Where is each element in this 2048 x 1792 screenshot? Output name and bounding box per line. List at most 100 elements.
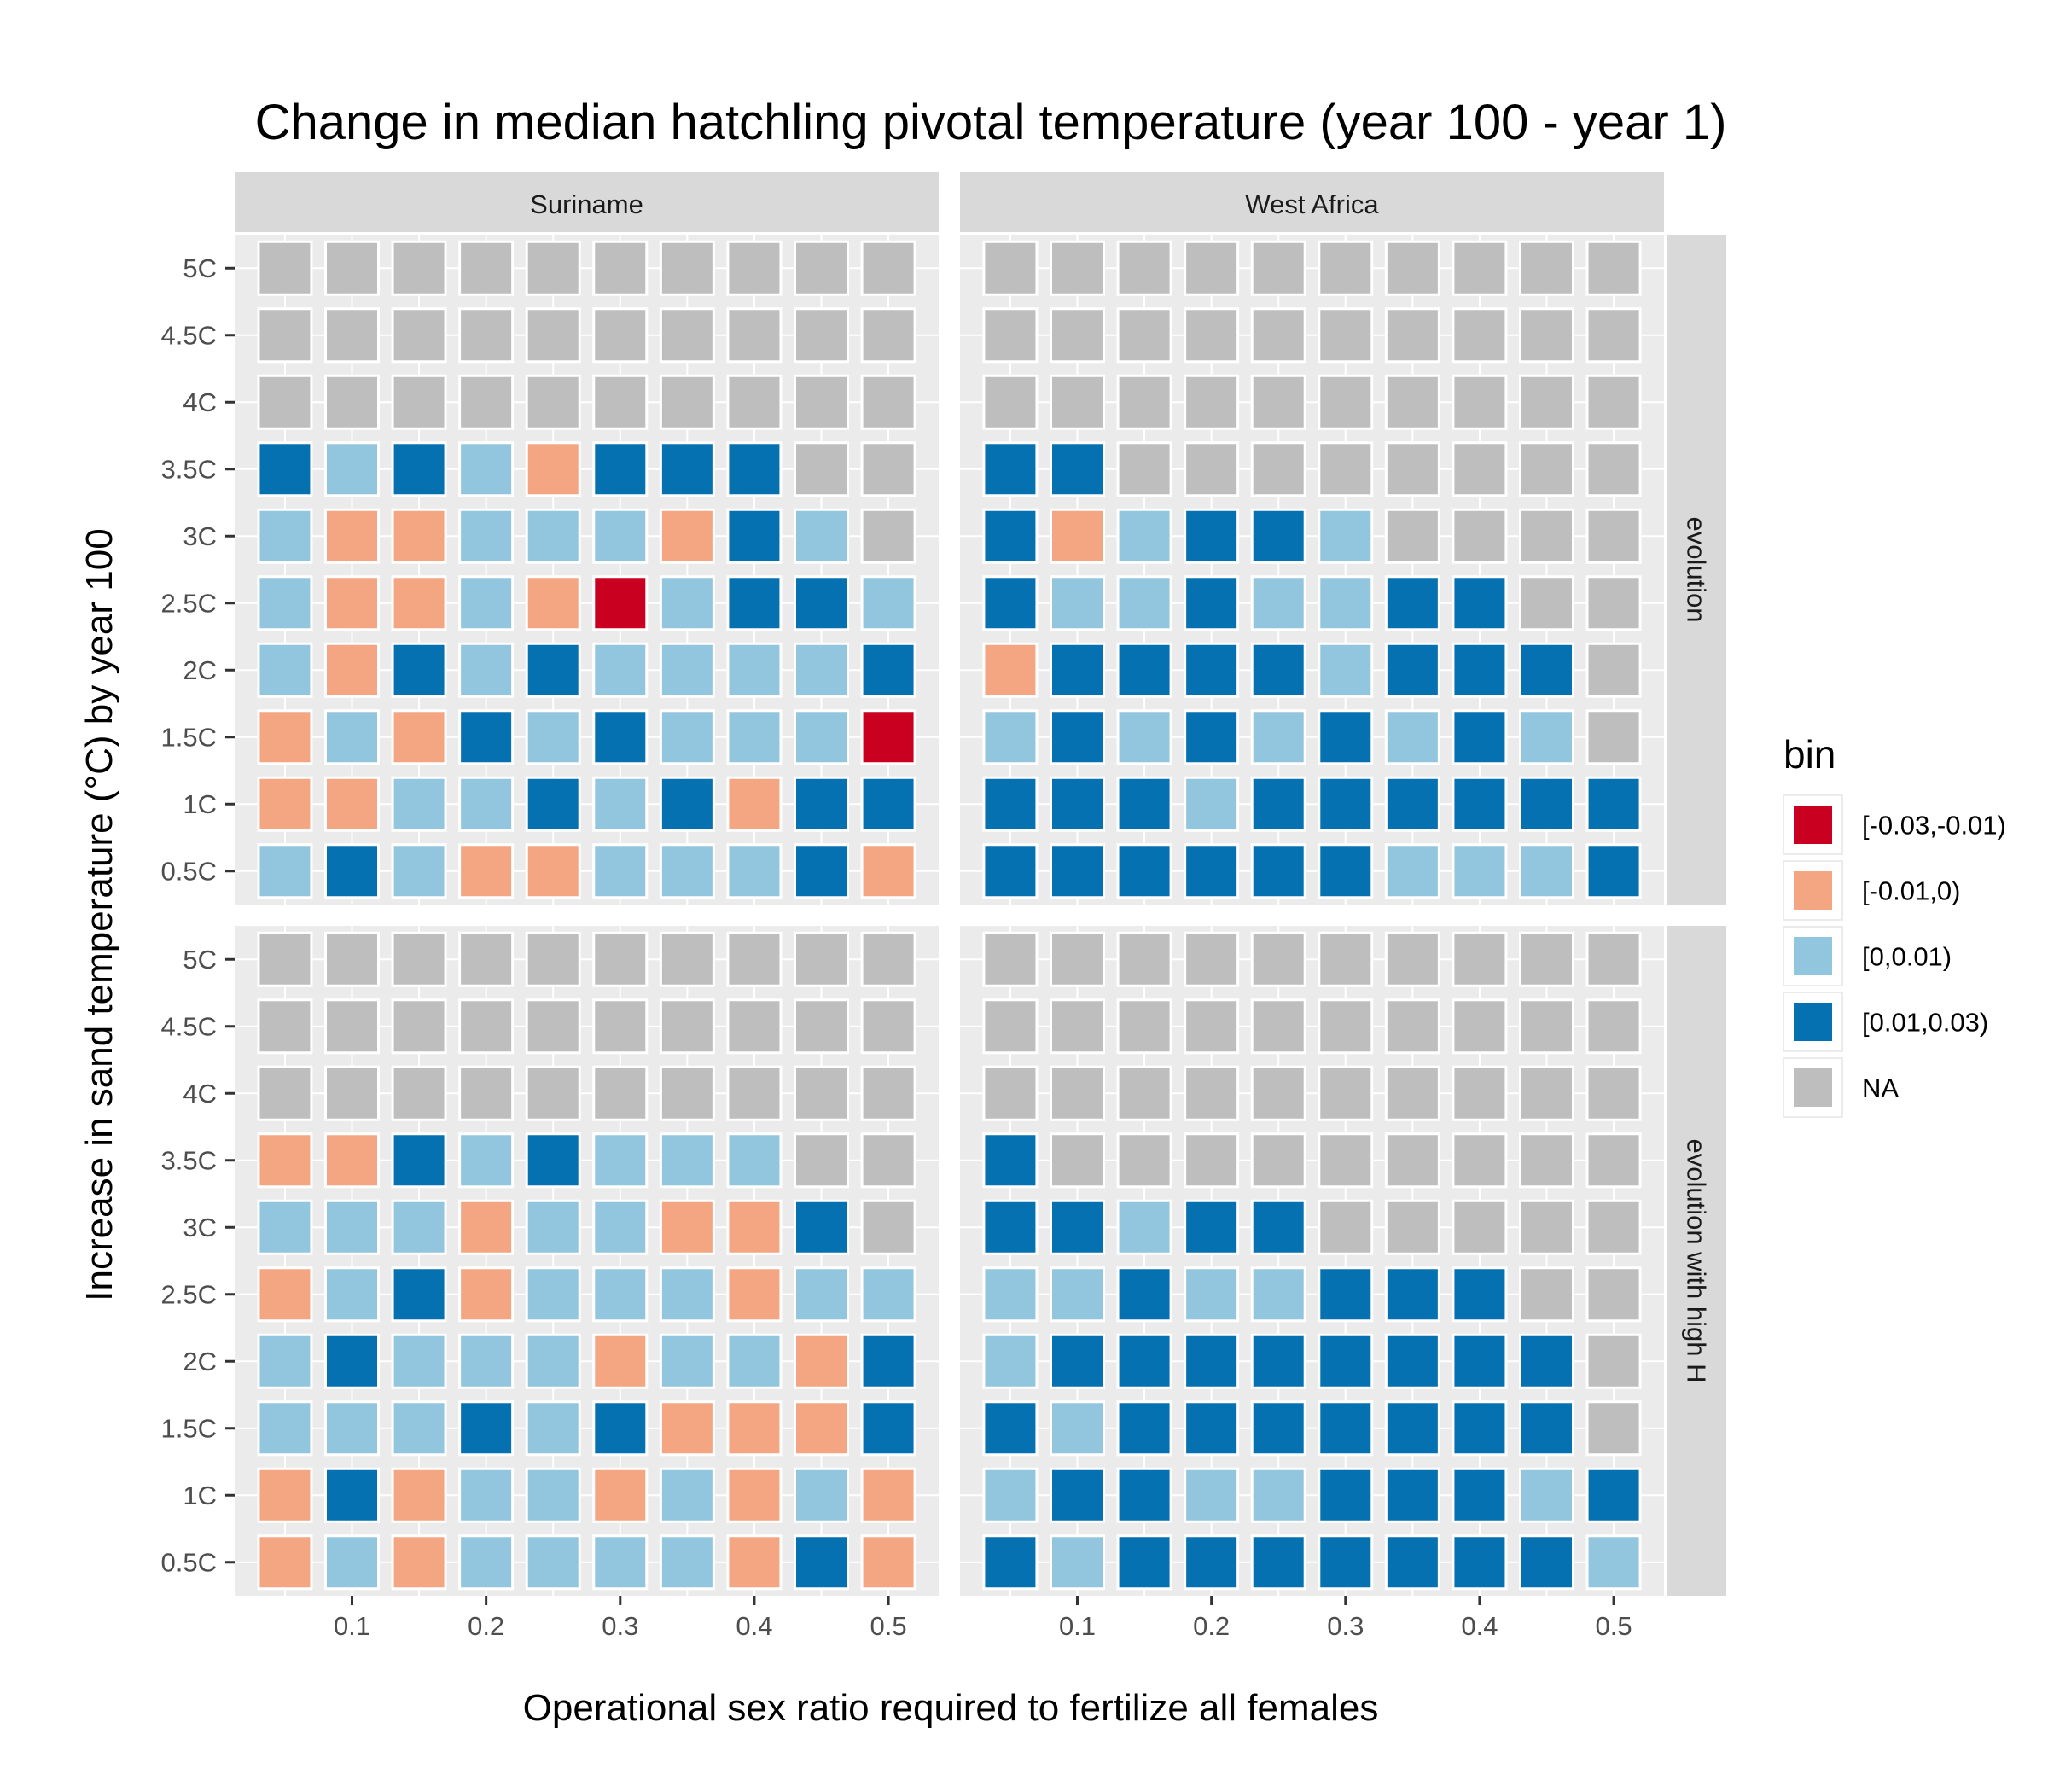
heatmap-tile <box>794 441 849 497</box>
heatmap-tile <box>1384 1534 1440 1591</box>
heatmap-tile <box>1585 1534 1642 1591</box>
heatmap-tile <box>794 1132 849 1189</box>
heatmap-tile <box>860 1199 916 1255</box>
heatmap-tile <box>659 240 715 296</box>
heatmap-tile <box>391 1266 447 1323</box>
heatmap-tile <box>1116 998 1172 1055</box>
heatmap-tile <box>592 1266 649 1323</box>
heatmap-tile <box>1318 374 1374 430</box>
heatmap-tile <box>1050 1400 1105 1457</box>
heatmap-tile <box>726 1132 783 1189</box>
heatmap-tile <box>1318 1534 1374 1591</box>
heatmap-tile <box>860 240 916 296</box>
heatmap-tile <box>1585 1266 1642 1323</box>
heatmap-tile <box>1384 709 1440 765</box>
heatmap-tile <box>726 1065 783 1121</box>
heatmap-tile <box>391 843 447 899</box>
heatmap-tile <box>982 776 1039 832</box>
heatmap-tile <box>726 508 783 564</box>
panel-suriname-evolution <box>235 235 939 905</box>
heatmap-tile <box>1318 843 1374 899</box>
legend-swatch <box>1794 1068 1832 1107</box>
legend-item-n: NA <box>1783 1057 1899 1118</box>
heatmap-tile <box>1384 374 1440 430</box>
strip-west-africa: West Africa <box>960 172 1664 232</box>
heatmap-tile <box>1184 240 1240 296</box>
heatmap-tile <box>982 1199 1039 1255</box>
x-tick-label: 0.1 <box>334 1611 370 1641</box>
heatmap-tile <box>1384 1065 1440 1121</box>
heatmap-tile <box>726 709 783 765</box>
x-tick-label: 0.2 <box>468 1611 504 1641</box>
heatmap-tile <box>1585 931 1642 987</box>
heatmap-tile <box>794 843 849 899</box>
heatmap-tile <box>1585 1400 1642 1457</box>
heatmap-tile <box>257 642 313 698</box>
heatmap-tile <box>592 1065 649 1121</box>
heatmap-tile <box>1585 843 1642 899</box>
heatmap-tile <box>860 508 916 564</box>
heatmap-tile <box>982 374 1039 430</box>
heatmap-tile <box>1116 508 1172 564</box>
heatmap-tile <box>726 441 783 497</box>
heatmap-tile <box>982 709 1039 765</box>
heatmap-tile <box>1384 843 1440 899</box>
heatmap-tile <box>860 1266 916 1323</box>
heatmap-tile <box>391 709 447 765</box>
heatmap-tile <box>860 1065 916 1121</box>
heatmap-tile <box>458 776 515 832</box>
heatmap-tile <box>726 374 783 430</box>
heatmap-tile <box>794 1534 849 1591</box>
heatmap-tile <box>1184 1400 1240 1457</box>
chart-title: Change in median hatchling pivotal tempe… <box>255 95 1727 150</box>
heatmap-tile <box>1250 1266 1306 1323</box>
heatmap-tile <box>860 1400 916 1457</box>
heatmap-tile <box>1250 1467 1306 1523</box>
heatmap-tile <box>458 441 515 497</box>
heatmap-tile <box>1050 709 1105 765</box>
heatmap-tile <box>726 575 783 631</box>
heatmap-tile <box>458 709 515 765</box>
strip-background <box>960 172 1664 232</box>
heatmap-tile <box>1384 1199 1440 1255</box>
heatmap-tile <box>1384 1467 1440 1523</box>
heatmap-tile <box>794 998 849 1055</box>
heatmap-tile <box>1318 931 1374 987</box>
heatmap-tile <box>525 843 581 899</box>
heatmap-tile <box>257 1333 313 1389</box>
heatmap-tile <box>391 1400 447 1457</box>
heatmap-tile <box>1116 931 1172 987</box>
heatmap-tile <box>1519 1065 1574 1121</box>
legend-swatch <box>1794 1003 1832 1041</box>
heatmap-tile <box>1250 998 1306 1055</box>
y-tick-label: 3C <box>183 1213 217 1242</box>
heatmap-tile <box>1250 776 1306 832</box>
panel-west-africa-evolution-with-high-h <box>960 926 1664 1596</box>
legend-label: [0.01,0.03) <box>1862 1008 1988 1038</box>
heatmap-tile <box>794 1400 849 1457</box>
heatmap-tile <box>1519 931 1574 987</box>
heatmap-tile <box>1384 998 1440 1055</box>
heatmap-tile <box>1250 1065 1306 1121</box>
heatmap-tile <box>525 575 581 631</box>
heatmap-tile <box>458 642 515 698</box>
heatmap-tile <box>525 1534 581 1591</box>
heatmap-tile <box>1519 1266 1574 1323</box>
heatmap-tile <box>257 1534 313 1591</box>
axes: 0.5C 1C 1.5C 2C 2.5C 3C 3.5C 4C 4.5C 5C 0.5C 1C 1.5C… <box>161 253 1632 1641</box>
heatmap-tile <box>592 307 649 364</box>
heatmap-tile <box>324 709 380 765</box>
heatmap-tile <box>659 1534 715 1591</box>
heatmap-tile <box>1050 998 1105 1055</box>
heatmap-tile <box>1184 1467 1240 1523</box>
heatmap-tile <box>1452 1467 1508 1523</box>
heatmap-tile <box>1116 1333 1172 1389</box>
heatmap-tile <box>458 1132 515 1189</box>
heatmap-tile <box>592 709 649 765</box>
heatmap-tile <box>391 1132 447 1189</box>
heatmap-tile <box>726 1199 783 1255</box>
heatmap-tile <box>1384 1132 1440 1189</box>
heatmap-tile <box>860 1534 916 1591</box>
heatmap-tile <box>1384 508 1440 564</box>
